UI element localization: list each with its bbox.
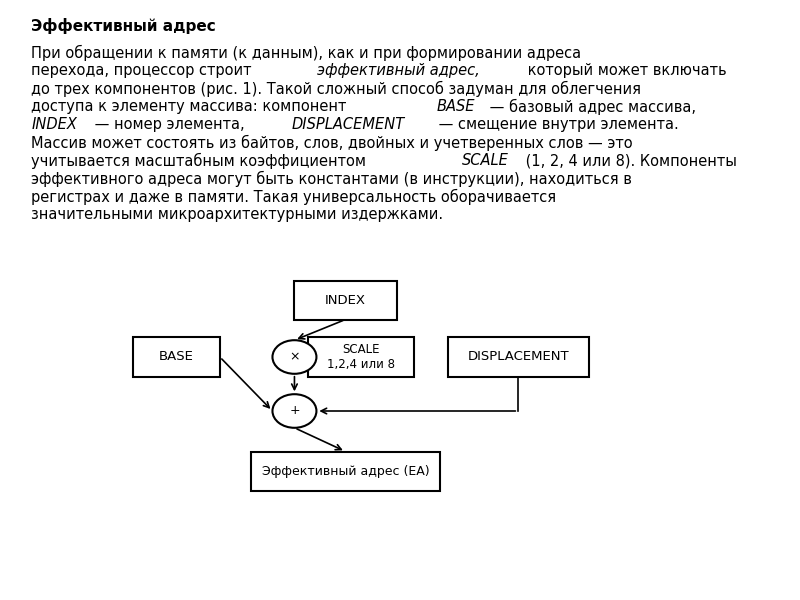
Text: DISPLACEMENT: DISPLACEMENT <box>291 117 404 132</box>
Text: до трех компонентов (рис. 1). Такой сложный способ задуман для облегчения: до трех компонентов (рис. 1). Такой слож… <box>31 81 642 97</box>
Text: INDEX: INDEX <box>325 293 366 307</box>
Text: ×: × <box>290 350 300 364</box>
Text: BASE: BASE <box>437 99 475 114</box>
Text: При обращении к памяти (к данным), как и при формировании адреса: При обращении к памяти (к данным), как и… <box>31 45 582 61</box>
Text: — базовый адрес массива,: — базовый адрес массива, <box>486 99 697 115</box>
Text: BASE: BASE <box>159 350 194 364</box>
Text: — смещение внутри элемента.: — смещение внутри элемента. <box>434 117 679 132</box>
Text: который может включать: который может включать <box>522 63 726 78</box>
Text: Эффективный адрес: Эффективный адрес <box>31 18 216 34</box>
Text: — номер элемента,: — номер элемента, <box>90 117 249 132</box>
Text: SCALE
1,2,4 или 8: SCALE 1,2,4 или 8 <box>327 343 395 371</box>
Text: +: + <box>289 404 300 418</box>
Circle shape <box>273 340 317 374</box>
FancyBboxPatch shape <box>251 451 440 491</box>
Text: DISPLACEMENT: DISPLACEMENT <box>467 350 569 364</box>
Text: учитывается масштабным коэффициентом: учитывается масштабным коэффициентом <box>31 153 371 169</box>
Text: INDEX: INDEX <box>31 117 78 132</box>
FancyBboxPatch shape <box>308 337 414 377</box>
Text: эффективного адреса могут быть константами (в инструкции), находиться в: эффективного адреса могут быть константа… <box>31 171 632 187</box>
FancyBboxPatch shape <box>134 337 220 377</box>
Text: (1, 2, 4 или 8). Компоненты: (1, 2, 4 или 8). Компоненты <box>521 153 737 168</box>
Circle shape <box>273 394 317 428</box>
Text: эффективный адрес,: эффективный адрес, <box>317 63 479 78</box>
FancyBboxPatch shape <box>294 280 397 319</box>
Text: регистрах и даже в памяти. Такая универсальность оборачивается: регистрах и даже в памяти. Такая универс… <box>31 189 557 205</box>
Text: доступа к элементу массива: компонент: доступа к элементу массива: компонент <box>31 99 351 114</box>
Text: Эффективный адрес (EA): Эффективный адрес (EA) <box>262 464 430 478</box>
Text: SCALE: SCALE <box>462 153 509 168</box>
Text: Массив может состоять из байтов, слов, двойных и учетверенных слов — это: Массив может состоять из байтов, слов, д… <box>31 135 633 151</box>
FancyBboxPatch shape <box>447 337 589 377</box>
Text: перехода, процессор строит: перехода, процессор строит <box>31 63 257 78</box>
Text: значительными микроархитектурными издержками.: значительными микроархитектурными издерж… <box>31 207 443 222</box>
